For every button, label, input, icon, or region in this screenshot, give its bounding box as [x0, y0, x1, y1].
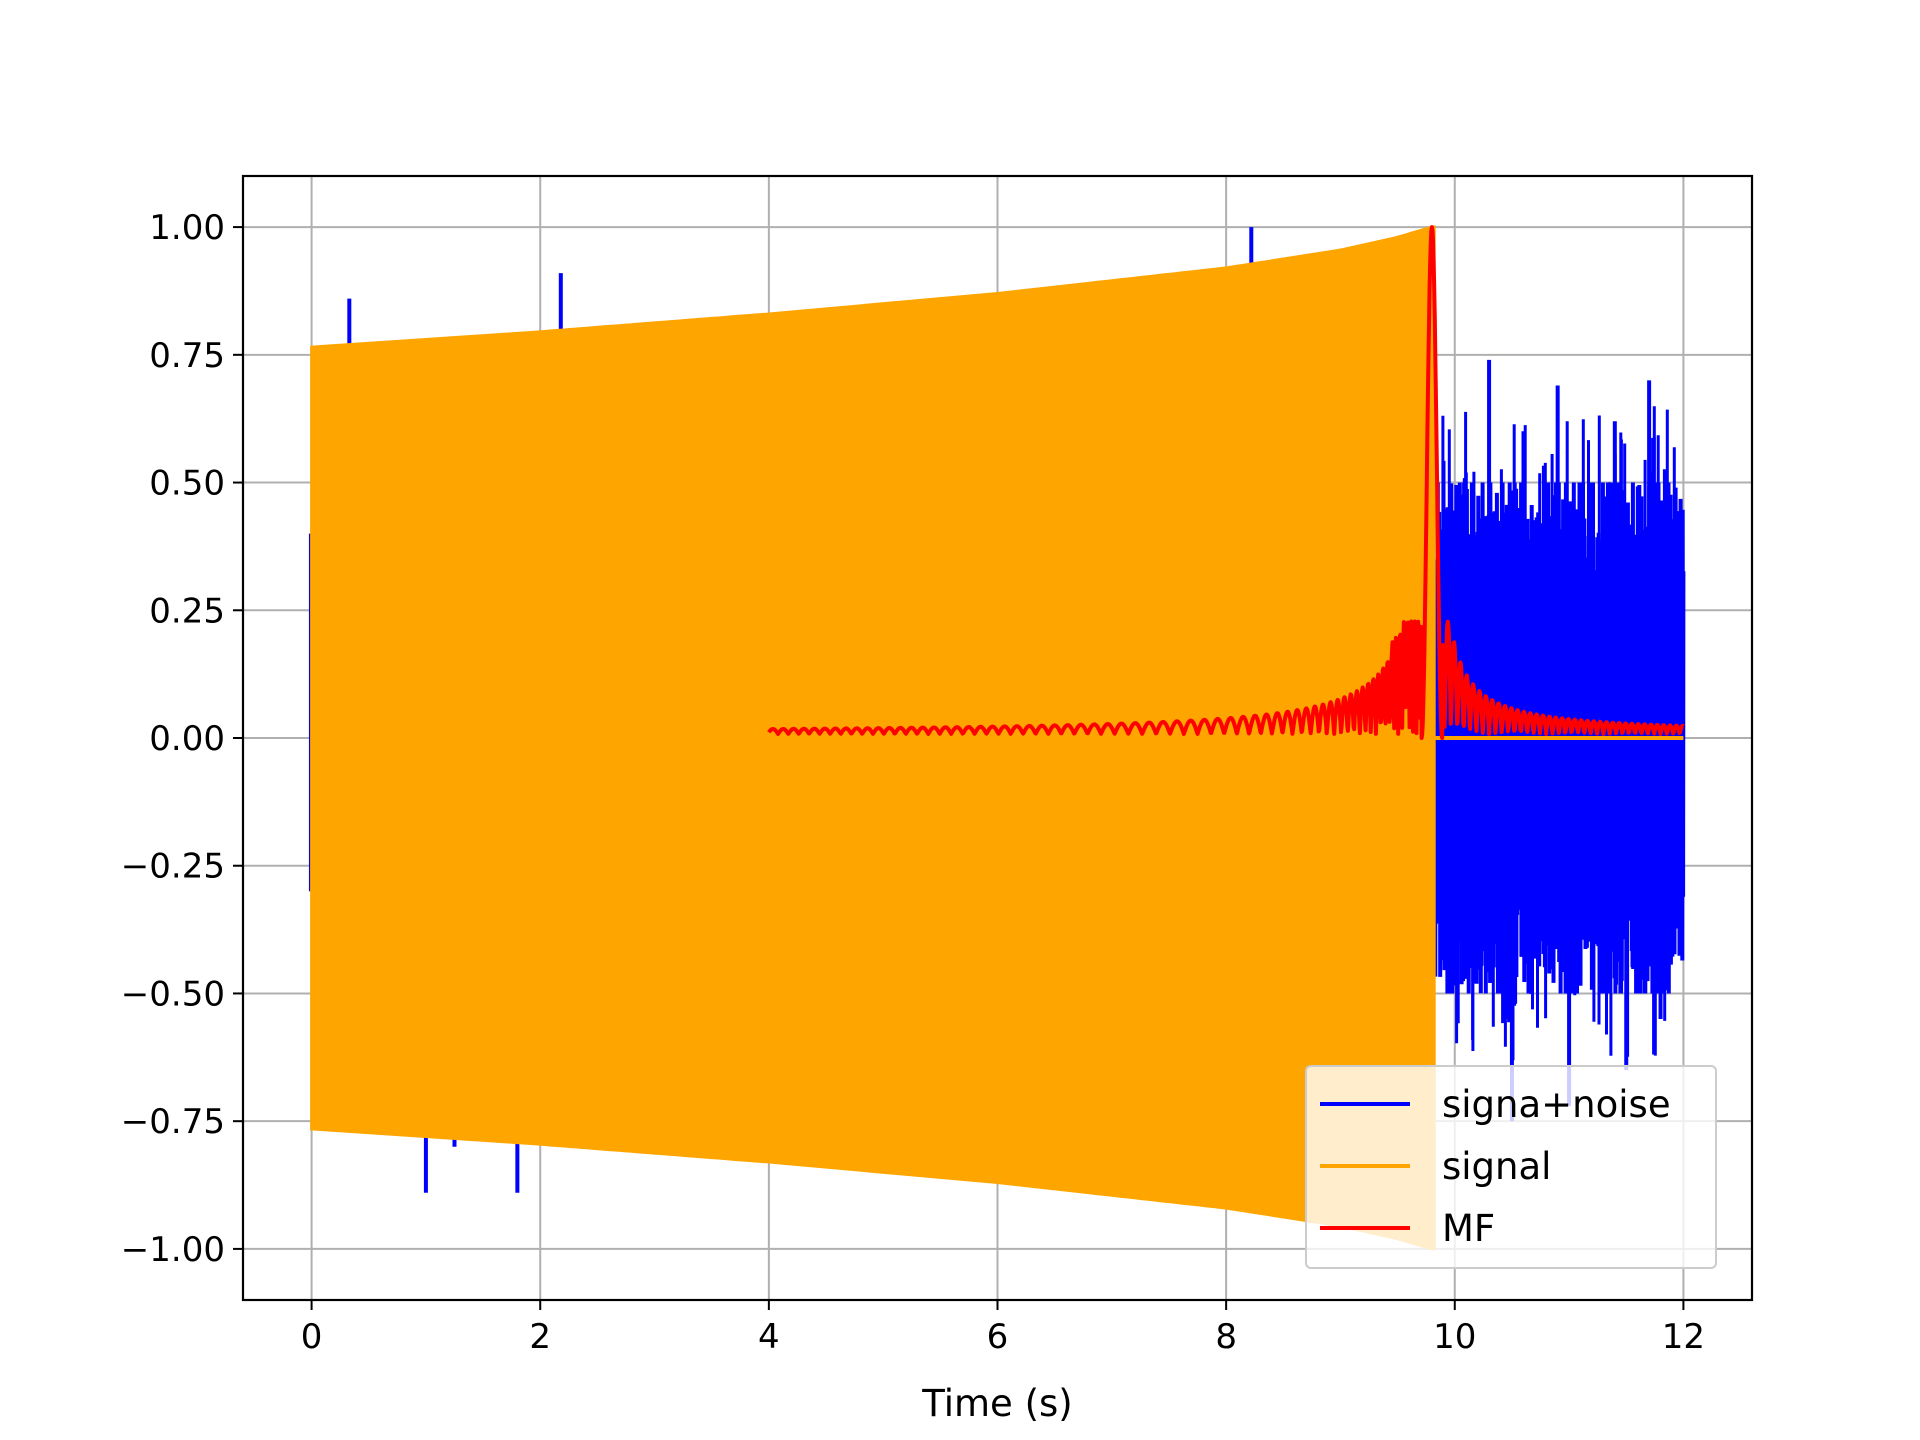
- y-tick-label: 0.50: [149, 464, 225, 504]
- legend-box: [1305, 1065, 1717, 1269]
- x-tick-label: 2: [529, 1317, 551, 1357]
- x-tick-label: 4: [758, 1317, 780, 1357]
- mf-line: [767, 225, 1685, 740]
- x-axis-label: Time (s): [921, 1382, 1072, 1425]
- x-tick-label: 6: [987, 1317, 1009, 1357]
- y-tick-label: −0.50: [121, 974, 225, 1014]
- y-tick-label: 0.00: [149, 719, 225, 759]
- y-tick-label: −0.25: [121, 847, 225, 887]
- series-mf: [767, 225, 1685, 740]
- x-tick-label: 0: [301, 1317, 323, 1357]
- signal-noise-extremes: [1441, 406, 1676, 1061]
- plot-area: [308, 225, 1686, 1251]
- y-tick-label: 0.75: [149, 336, 225, 376]
- x-tick-label: 8: [1215, 1317, 1237, 1357]
- ticks: 0 2 4 6 8 10 12 1.00 0.75 0.50 0.25 0.00 −0.25 −0.50 −…: [121, 208, 1705, 1357]
- x-tick-label: 10: [1433, 1317, 1476, 1357]
- x-tick-label: 12: [1662, 1317, 1705, 1357]
- legend-label-mf: MF: [1442, 1207, 1495, 1250]
- signal-band: [310, 225, 1436, 1251]
- y-tick-label: −0.75: [121, 1102, 225, 1142]
- y-tick-label: 1.00: [149, 208, 225, 248]
- legend: signa+noise signal MF: [1305, 1065, 1717, 1269]
- y-tick-label: 0.25: [149, 591, 225, 631]
- legend-label-signal-noise: signa+noise: [1442, 1083, 1671, 1126]
- y-tick-label: −1.00: [121, 1230, 225, 1270]
- legend-label-signal: signal: [1442, 1145, 1551, 1188]
